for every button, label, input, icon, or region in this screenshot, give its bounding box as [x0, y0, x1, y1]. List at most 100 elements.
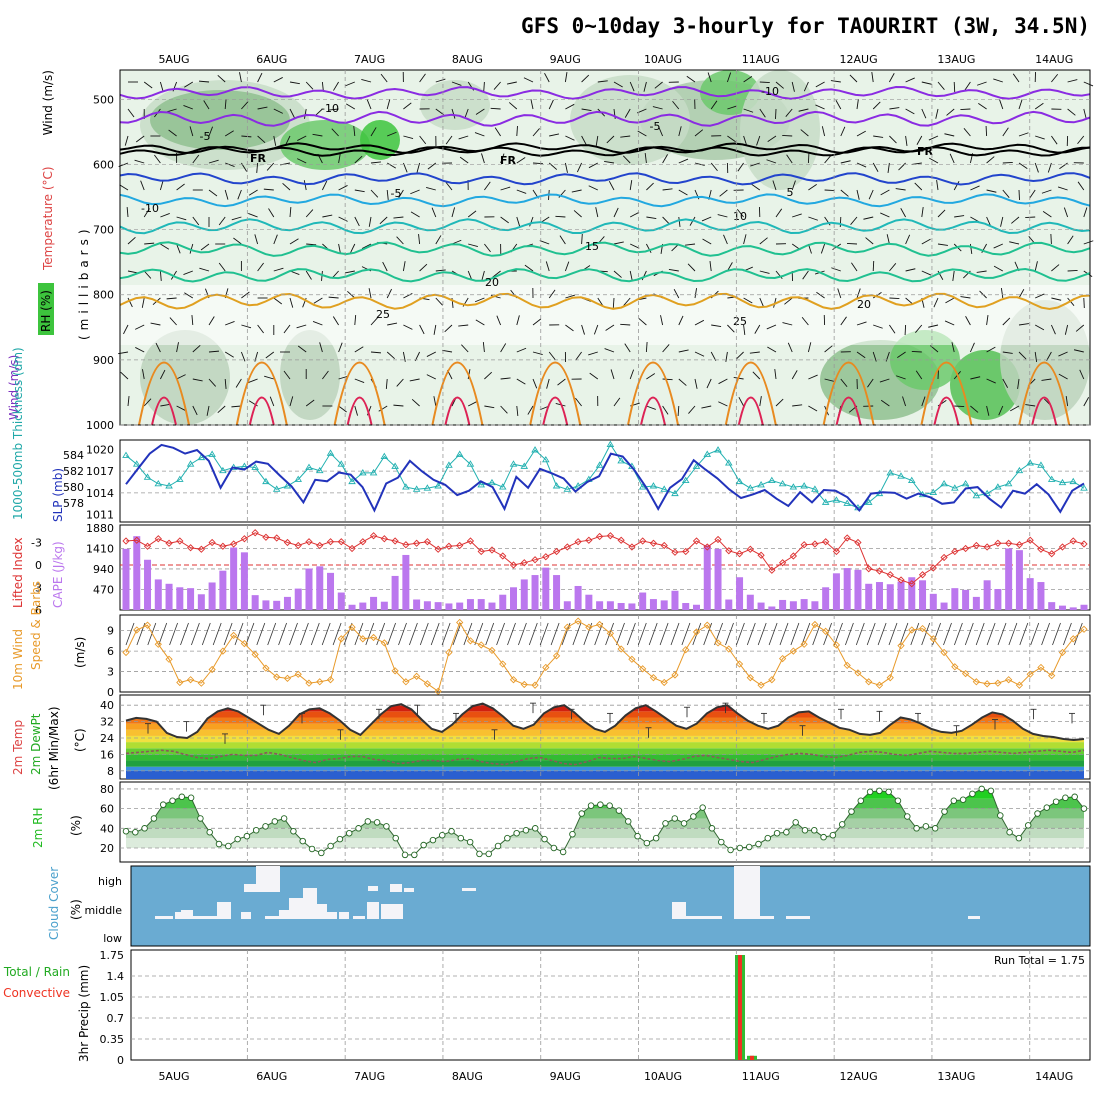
slp-label: SLP (mb)	[51, 468, 65, 522]
wind-barb	[396, 236, 404, 245]
cape-bar	[800, 599, 808, 610]
surface-isotherm	[1018, 361, 1071, 426]
wind-barb	[1067, 79, 1078, 83]
wind-barb	[807, 342, 812, 353]
wind-barb	[743, 234, 747, 245]
wind-barb	[565, 135, 575, 141]
thickness-point	[1015, 466, 1024, 474]
wind-barb	[199, 267, 210, 272]
wind-barb	[782, 135, 793, 137]
wind-barb	[1000, 288, 1004, 299]
wind-barb	[985, 125, 988, 137]
wind-barb	[1017, 378, 1020, 389]
wind10-barb	[300, 622, 309, 646]
wind10-speed-point	[326, 676, 335, 684]
wind-barb	[159, 369, 166, 380]
wind-barb	[166, 297, 177, 300]
cape-bar	[692, 604, 700, 610]
wind10-barb	[975, 622, 985, 646]
rh2m-point	[690, 813, 697, 820]
pressure-tick: 800	[93, 289, 114, 302]
rh2m-point	[438, 831, 446, 839]
cape-bar	[865, 583, 873, 610]
thickness-point	[735, 477, 744, 485]
cape-tick: 940	[93, 563, 114, 576]
wind-barb	[800, 129, 809, 137]
wind-barb	[694, 129, 704, 137]
lifted-index-point	[305, 538, 313, 546]
wind-barb	[846, 243, 858, 245]
cloud-cell	[404, 888, 414, 892]
wind-barb	[993, 78, 1003, 83]
wind-barb	[613, 81, 623, 88]
cloud-cell	[686, 916, 722, 919]
wind-barb	[354, 216, 360, 227]
surface-isotherm-hot	[444, 396, 471, 426]
wind10-barb	[474, 622, 484, 646]
wind-barb	[127, 396, 130, 407]
cape-bar	[380, 601, 388, 610]
wind-barb	[808, 374, 818, 380]
wind-barb	[268, 208, 275, 218]
rh2m-point	[401, 851, 409, 859]
wind-barb	[206, 405, 210, 416]
cape-bar	[316, 566, 324, 610]
lifted-index-point	[563, 543, 571, 551]
wind-barb	[516, 189, 527, 194]
wind-barb	[530, 99, 534, 110]
lifted-index-point	[488, 546, 496, 554]
wind-barb	[345, 81, 355, 87]
wind-barb	[380, 73, 388, 83]
wind10-barbs	[125, 622, 1083, 646]
wind-barb	[575, 351, 582, 361]
rh2m-point	[1024, 822, 1032, 829]
wind-barb	[467, 401, 478, 407]
rh2m-point	[987, 787, 995, 795]
wind-barb	[1051, 264, 1060, 272]
wind-barb	[775, 81, 784, 89]
rh2m-point	[159, 801, 167, 808]
rh2m-point	[625, 818, 632, 825]
rh2m-point	[959, 796, 967, 804]
wind-barb	[629, 369, 635, 380]
cape-tick: 1880	[86, 522, 114, 535]
rh2m-point	[755, 840, 762, 848]
surface-isotherm	[822, 361, 875, 426]
isotherm-label: 20	[485, 276, 499, 289]
thickness-point	[283, 482, 292, 489]
wind-barb	[532, 378, 538, 389]
wind-barb	[135, 324, 145, 330]
thickness-point	[864, 498, 873, 505]
lifted-index-series	[122, 529, 1088, 588]
wind10-barb	[550, 622, 560, 646]
wind-barb	[1083, 240, 1094, 245]
wind-barb	[736, 208, 744, 218]
thickness-point	[176, 475, 184, 482]
wind-barb	[775, 108, 777, 120]
wind-barb	[766, 159, 777, 164]
wind10-tick: 0	[107, 686, 114, 699]
lifted-index-point	[735, 550, 744, 558]
wind-barb	[743, 108, 754, 113]
wind-barb	[969, 342, 975, 353]
thickness-point	[617, 457, 625, 464]
wind-barb	[416, 162, 421, 173]
wind-barb	[588, 351, 598, 356]
cloud-cell	[786, 916, 810, 919]
temp-tick: 40	[100, 699, 114, 712]
wind-barb	[484, 181, 491, 191]
wind10-speed-point	[897, 641, 905, 650]
wind-barb	[435, 108, 445, 116]
wind-barb	[225, 320, 235, 326]
wind-barb	[248, 378, 258, 384]
wind10-speed-point	[595, 620, 604, 629]
temp-panel: 40 32 24 16 8	[100, 694, 1091, 780]
wind-barb	[192, 344, 201, 353]
rh2m-point	[764, 834, 772, 842]
wind10-speed-point	[143, 621, 152, 629]
wind10-speed-point	[531, 681, 539, 689]
cape-bar	[359, 602, 367, 610]
lifted-index-point	[283, 538, 292, 547]
wind10-speed-point	[165, 655, 173, 663]
wind-barb	[435, 269, 446, 272]
